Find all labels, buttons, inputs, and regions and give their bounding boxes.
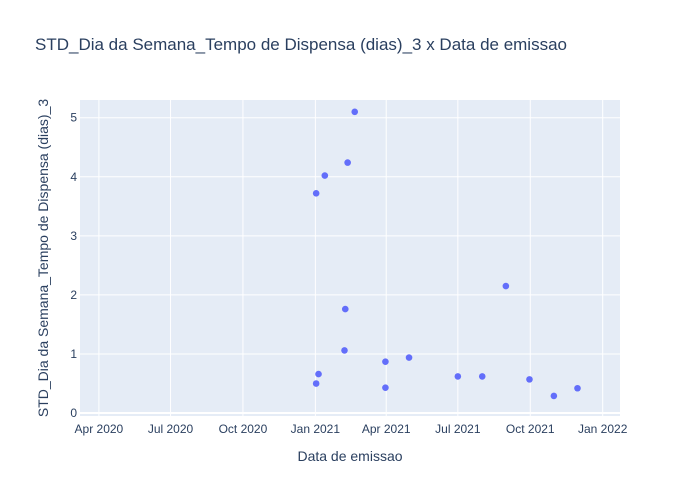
x-tick-label: Apr 2020 <box>75 422 124 436</box>
data-point[interactable] <box>574 384 581 392</box>
data-point[interactable] <box>341 305 349 313</box>
data-point[interactable] <box>454 373 462 380</box>
data-point[interactable] <box>351 108 359 116</box>
x-gridlines <box>98 100 604 416</box>
x-tick-label: Apr 2021 <box>362 422 411 436</box>
data-point[interactable] <box>550 392 558 400</box>
y-tick-labels: 0 1 2 3 4 5 <box>70 111 77 420</box>
data-point[interactable] <box>478 373 486 380</box>
data-point[interactable] <box>321 172 329 179</box>
data-point[interactable] <box>312 190 320 197</box>
data-point[interactable] <box>312 380 320 387</box>
y-tick-label: 2 <box>70 288 77 302</box>
data-point[interactable] <box>405 354 413 361</box>
data-point[interactable] <box>382 384 389 391</box>
x-tick-labels: Apr 2020 Jul 2020 Oct 2020 Jan 2021 Apr 2021… <box>75 422 628 436</box>
y-tick-label: 3 <box>70 229 77 243</box>
y-tick-label: 1 <box>70 347 77 361</box>
y-tick-label: 4 <box>70 170 77 184</box>
x-tick-label: Jan 2022 <box>578 422 628 436</box>
data-point[interactable] <box>526 376 533 383</box>
x-tick-label: Jul 2020 <box>148 422 194 436</box>
chart-title: STD_Dia da Semana_Tempo de Dispensa (dia… <box>35 35 567 54</box>
data-point[interactable] <box>502 282 510 290</box>
x-axis-title: Data de emissao <box>297 448 402 464</box>
y-axis-title: STD_Dia da Semana_Tempo de Dispensa (dia… <box>35 99 51 417</box>
data-point[interactable] <box>382 358 389 365</box>
plot-area <box>80 100 620 416</box>
data-point[interactable] <box>344 159 351 166</box>
data-points <box>312 108 581 400</box>
x-tick-label: Jan 2021 <box>291 422 341 436</box>
y-tick-label: 5 <box>70 111 77 125</box>
y-gridlines <box>80 117 620 415</box>
data-point[interactable] <box>341 347 348 354</box>
y-tick-label: 0 <box>70 406 77 420</box>
data-point[interactable] <box>315 370 322 378</box>
x-tick-label: Oct 2020 <box>219 422 268 436</box>
x-tick-label: Jul 2021 <box>435 422 481 436</box>
x-tick-label: Oct 2021 <box>506 422 555 436</box>
